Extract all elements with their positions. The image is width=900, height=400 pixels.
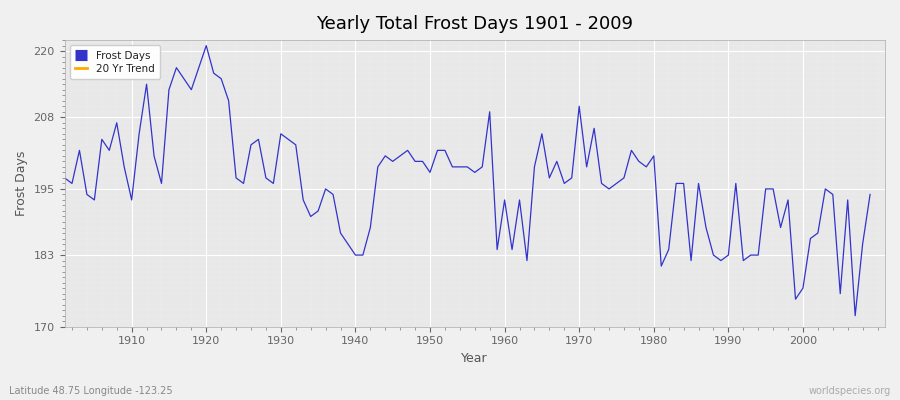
Line: Frost Days: Frost Days: [65, 46, 870, 316]
Frost Days: [507, 247, 517, 252]
Frost Days: [201, 43, 212, 48]
Frost Days: [850, 313, 860, 318]
Frost Days: [119, 164, 130, 169]
Text: worldspecies.org: worldspecies.org: [809, 386, 891, 396]
X-axis label: Year: Year: [462, 352, 488, 365]
Y-axis label: Frost Days: Frost Days: [15, 151, 28, 216]
Legend: Frost Days, 20 Yr Trend: Frost Days, 20 Yr Trend: [69, 45, 159, 79]
Frost Days: [596, 181, 607, 186]
Frost Days: [59, 176, 70, 180]
Title: Yearly Total Frost Days 1901 - 2009: Yearly Total Frost Days 1901 - 2009: [316, 15, 634, 33]
Frost Days: [291, 142, 302, 147]
Frost Days: [500, 198, 510, 202]
Frost Days: [865, 192, 876, 197]
Text: Latitude 48.75 Longitude -123.25: Latitude 48.75 Longitude -123.25: [9, 386, 173, 396]
Frost Days: [335, 231, 346, 236]
